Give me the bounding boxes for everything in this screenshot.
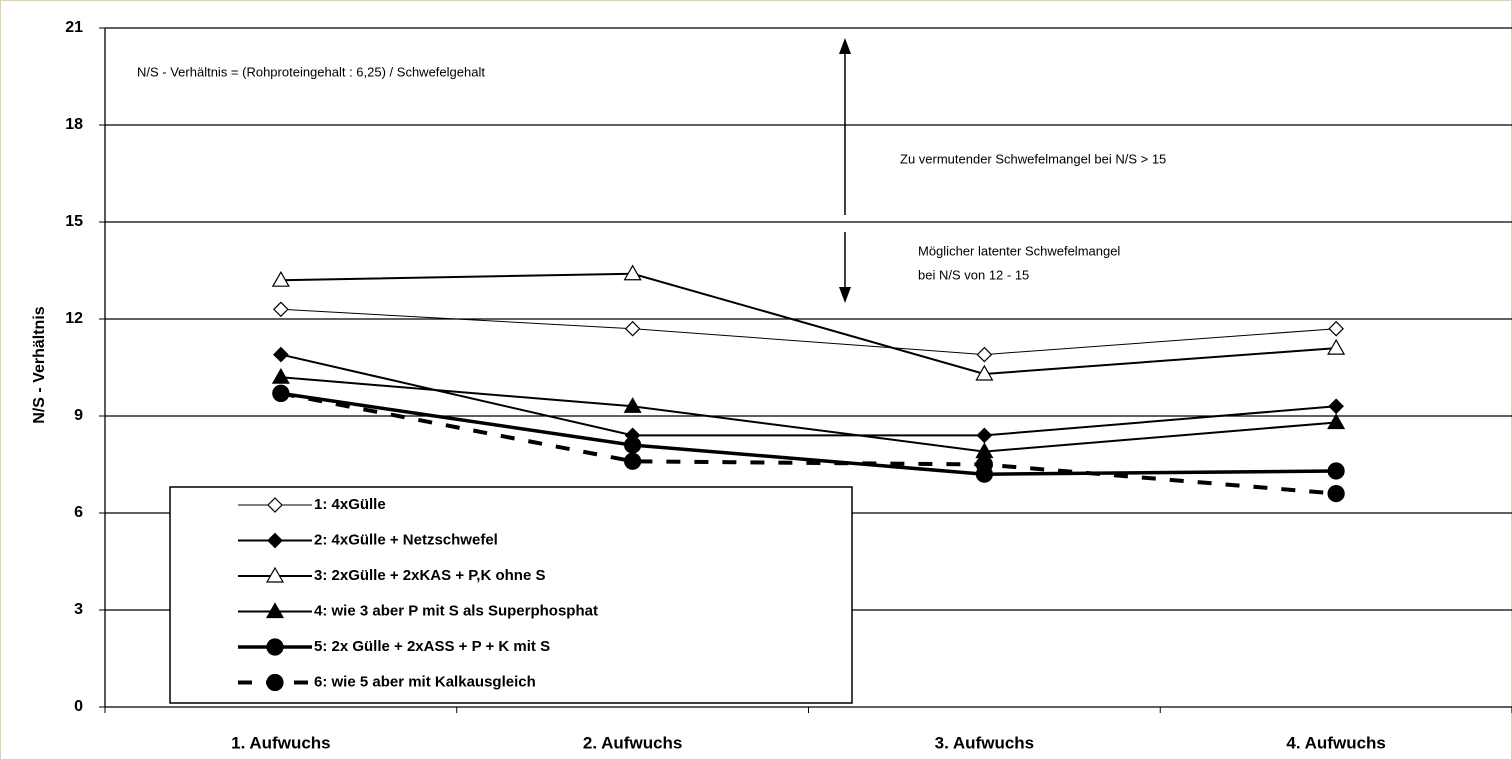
arrows	[839, 38, 851, 303]
marker	[271, 367, 290, 384]
marker	[1327, 485, 1345, 503]
marker	[623, 397, 642, 413]
marker	[266, 673, 284, 692]
annotation: bei N/S von 12 - 15	[918, 267, 1029, 282]
legend-label: 6: wie 5 aber mit Kalkausgleich	[314, 673, 536, 690]
y-tick-label: 6	[74, 504, 83, 521]
y-tick-label: 0	[74, 698, 83, 715]
marker	[623, 264, 642, 281]
annotation: Möglicher latenter Schwefelmangel	[918, 243, 1120, 258]
marker	[266, 638, 284, 656]
x-tick-label: 4. Aufwuchs	[1286, 733, 1386, 752]
marker	[267, 497, 283, 513]
marker	[273, 346, 289, 363]
series-line	[280, 353, 1337, 437]
series-line	[280, 308, 1337, 356]
x-tick-label: 2. Aufwuchs	[583, 733, 683, 752]
series-line	[280, 376, 1337, 453]
series-line	[280, 391, 1337, 496]
marker	[976, 346, 993, 363]
y-tick-label: 9	[74, 407, 83, 424]
series-line	[280, 272, 1337, 375]
marker	[624, 452, 642, 470]
y-tick-label: 3	[74, 601, 83, 618]
x-tick-label: 3. Aufwuchs	[935, 733, 1035, 752]
formula-note: N/S - Verhältnis = (Rohproteingehalt : 6…	[137, 64, 485, 79]
legend-box	[169, 486, 853, 704]
legend-label: 5: 2x Gülle + 2xASS + P + K mit S	[314, 638, 550, 655]
y-axis-label: N/S - Verhältnis	[31, 306, 48, 423]
annotation: Zu vermutender Schwefelmangel bei N/S > …	[900, 151, 1166, 166]
marker	[273, 301, 289, 318]
y-tick-label: 15	[65, 213, 83, 230]
y-tick-label: 12	[65, 310, 83, 327]
legend-label: 1: 4xGülle	[314, 496, 386, 513]
legend-label: 4: wie 3 aber P mit S als Superphosphat	[314, 602, 598, 619]
legend-label: 3: 2xGülle + 2xKAS + P,K ohne S	[314, 567, 545, 584]
marker	[267, 532, 283, 549]
marker	[1327, 338, 1346, 355]
marker	[975, 455, 993, 474]
legend-label: 2: 4xGülle + Netzschwefel	[314, 531, 498, 548]
marker	[272, 384, 290, 402]
marker	[1328, 320, 1344, 337]
marker	[1327, 413, 1346, 430]
marker	[624, 436, 642, 454]
marker	[975, 364, 994, 381]
marker	[265, 602, 285, 619]
marker	[624, 320, 641, 337]
y-tick-label: 21	[65, 19, 83, 36]
marker	[265, 566, 285, 583]
marker	[271, 270, 290, 287]
x-tick-label: 1. Aufwuchs	[231, 733, 331, 752]
y-tick-label: 18	[65, 116, 83, 133]
series-line	[280, 391, 1337, 476]
marker	[1327, 462, 1345, 480]
